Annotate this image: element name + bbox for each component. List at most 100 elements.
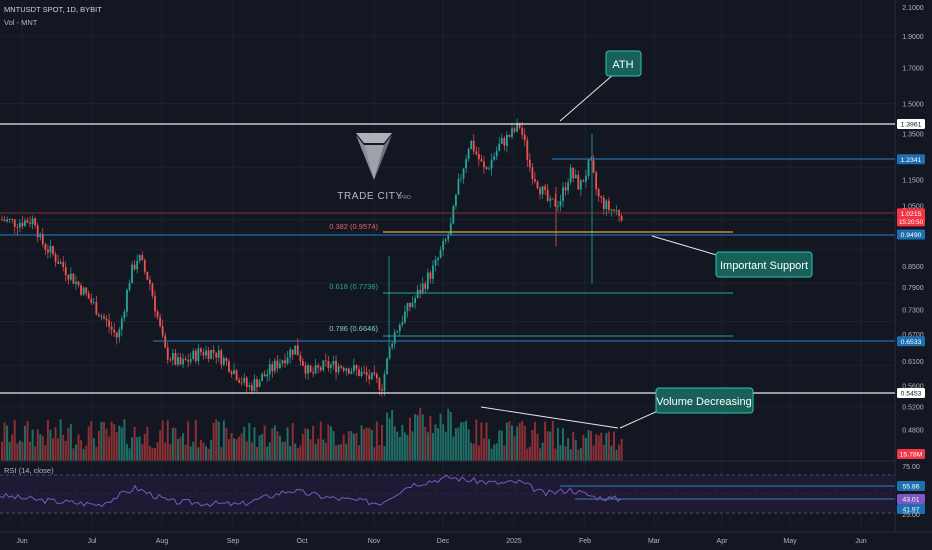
candle-body [6,219,8,222]
price-axis[interactable] [895,0,932,532]
candle-body [355,365,358,370]
candle-body [419,289,422,294]
volume-bar [457,427,460,461]
candle-body [291,349,294,355]
volume-bar [192,441,195,461]
candle-body [98,314,100,317]
volume-bar [143,433,146,461]
candle-body [143,260,146,272]
time-axis[interactable]: Jun Jul Aug Sep Oct Nov Dec 2025 Feb Mar Apr May Jun [16,538,866,545]
candle-body [268,364,271,375]
volume-bar [11,434,14,461]
candle-body [230,371,233,374]
volume-bar [299,445,302,461]
price-badges: 1.39611.23411.021515:20:500.94900.65330.… [897,119,925,459]
price-tick-label: 1.3500 [902,132,924,139]
candle-body [171,353,174,360]
volume-bar [141,444,144,461]
volume-bar [271,428,274,461]
candle-body [322,360,325,371]
volume-bar [18,440,21,461]
candle-body [455,194,457,206]
candle-body [279,363,281,369]
candle-body [483,161,485,168]
volume-bar [605,433,608,461]
candle-body [549,198,552,201]
price-axis-ticks: 2.1000 1.9000 1.7000 1.5000 1.3500 1.1500 1.05… [902,5,924,434]
candle-body [350,371,353,374]
volume-bar [352,433,355,461]
candle-body [508,134,511,137]
volume-bar [212,422,215,461]
volume-bar [304,428,307,461]
volume-bar [396,431,399,461]
volume-bar [544,421,547,461]
candle-body [39,234,42,238]
candle-body [200,348,202,353]
volume-bar [539,448,542,461]
candle-body [100,316,103,318]
candle-body [126,289,128,312]
volume-bar [258,435,261,461]
candle-body [388,347,391,359]
volume-bar [199,439,202,461]
volume-bar [406,434,409,461]
candle-body [166,347,169,360]
volume-bar [567,438,570,461]
volume-bar [146,426,149,461]
price-badge: 15.78M [897,449,925,459]
candle-body [59,262,62,264]
candle-body [202,352,205,356]
volume-bar [46,419,49,461]
candle-body [559,201,562,207]
volume-callout[interactable]: Volume Decreasing [619,387,754,429]
price-tick-label: 0.8500 [902,264,924,271]
volume-bar [248,423,251,461]
candle-body [108,320,110,327]
volume-bar [498,430,501,461]
candle-body [330,364,332,368]
volume-bar [8,441,11,461]
volume-bar [493,444,496,461]
volume-title: Vol - MNT [4,18,38,27]
candle-body [465,159,467,169]
candle-body [179,357,182,365]
volume-bar [332,431,335,461]
volume-bar [314,443,317,461]
volume-bar [26,421,29,461]
volume-bar [34,446,37,461]
candle-body [238,379,241,383]
volume-bar [426,432,429,461]
volume-bar [164,442,167,461]
volume-bar [220,447,223,461]
support-callout[interactable]: Important Support [651,235,813,278]
candle-body [312,372,314,374]
candle-body [212,349,215,353]
volume-bar [398,436,401,461]
candle-body [34,218,37,226]
candle-body [87,293,90,299]
svg-text:15.78M: 15.78M [900,452,923,459]
candle-body [75,281,77,284]
candle-body [182,358,184,365]
volume-bar [207,448,210,461]
volume-bar [317,438,320,461]
candle-body [54,254,57,262]
candle-body [608,200,610,210]
volume-bar [131,437,134,461]
volume-bar [335,445,338,461]
candle-body [286,357,289,364]
candle-body [406,303,409,312]
candle-body [383,374,386,391]
volume-bar [460,422,462,461]
candle-body [225,358,228,361]
candle-body [592,160,595,173]
volume-bar [100,421,103,461]
candle-body [156,311,159,318]
candle-body [296,345,299,356]
volume-bar [590,430,593,461]
volume-bar [72,448,75,461]
ath-callout[interactable]: ATH [559,50,642,122]
volume-trend-line[interactable] [480,406,619,429]
